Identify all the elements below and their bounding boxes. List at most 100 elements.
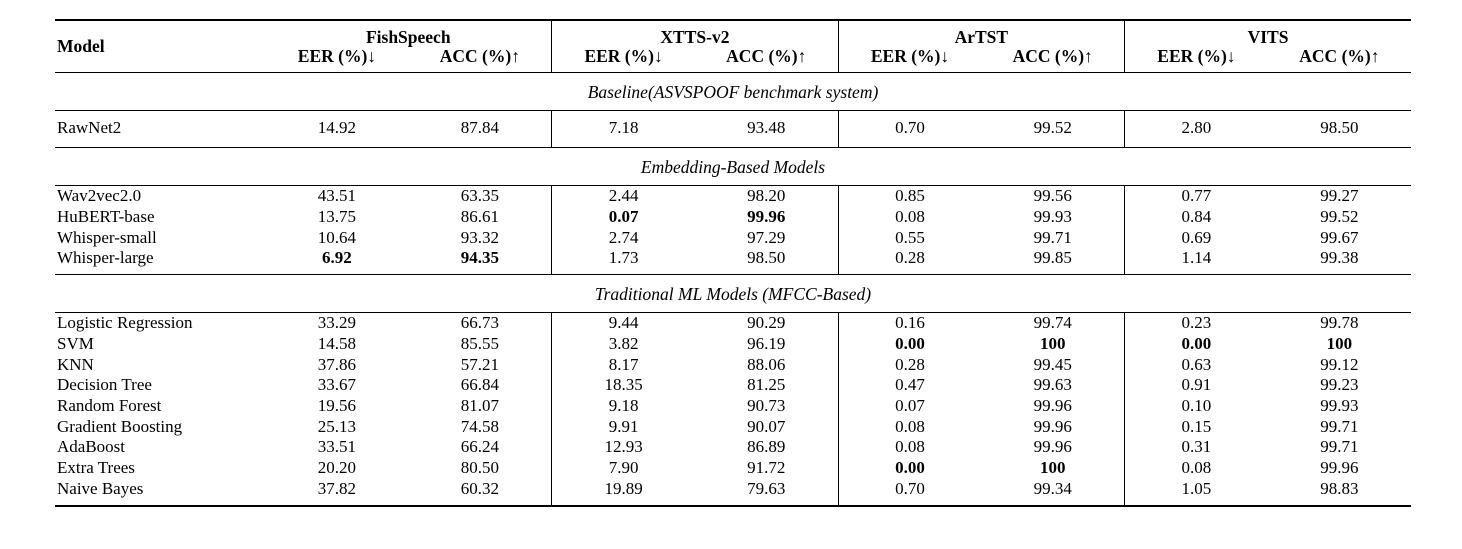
cell-artst-eer: 0.85 xyxy=(837,185,982,207)
group-header-vits: VITS xyxy=(1124,20,1411,47)
cell-xtts-eer: 19.89 xyxy=(551,478,695,506)
cell-artst-acc: 99.96 xyxy=(1033,437,1072,457)
cell-artst-eer: 0.16 xyxy=(837,312,982,334)
cell-artst-acc: 100 xyxy=(1039,333,1066,353)
cell-fishspeech-acc: 86.61 xyxy=(460,206,499,226)
cell-fishspeech-acc: 57.21 xyxy=(460,354,499,374)
cell-artst-eer: 0.70 xyxy=(837,110,982,148)
cell-xtts-acc: 99.96 xyxy=(747,206,786,226)
model-name: Whisper-small xyxy=(57,227,157,247)
cell-xtts-eer: 12.93 xyxy=(551,437,695,459)
cell-vits-acc: 99.38 xyxy=(1320,248,1359,268)
group-header-xtts-v2: XTTS-v2 xyxy=(551,20,839,47)
cell-artst-eer: 0.08 xyxy=(837,437,982,459)
cell-xtts-acc: 98.20 xyxy=(747,186,786,206)
cell-vits-eer: 0.63 xyxy=(1124,354,1268,376)
cell-xtts-eer: 9.91 xyxy=(551,416,695,438)
column-header-model: Model xyxy=(57,36,105,57)
table-row: RawNet2 14.92 87.84 7.18 93.48 0.70 99.5… xyxy=(55,110,1411,148)
cell-artst-eer: 0.55 xyxy=(837,227,982,249)
cell-fishspeech-acc: 87.84 xyxy=(460,118,499,138)
cell-xtts-eer: 18.35 xyxy=(551,375,695,396)
cell-fishspeech-acc: 66.24 xyxy=(460,437,499,457)
cell-artst-acc: 99.52 xyxy=(1033,118,1072,138)
model-name: SVM xyxy=(57,333,94,353)
cell-artst-eer: 0.07 xyxy=(837,395,982,417)
cell-fishspeech-eer: 43.51 xyxy=(317,186,357,206)
cell-fishspeech-acc: 74.58 xyxy=(460,416,499,436)
cell-vits-acc: 99.71 xyxy=(1320,416,1359,436)
cell-fishspeech-eer: 25.13 xyxy=(317,416,357,436)
cell-artst-eer: 0.28 xyxy=(837,354,982,376)
cell-xtts-eer: 1.73 xyxy=(551,248,695,275)
cell-vits-acc: 99.52 xyxy=(1320,206,1359,226)
cell-fishspeech-acc: 66.73 xyxy=(460,313,499,333)
cell-vits-eer: 0.23 xyxy=(1124,312,1268,334)
cell-fishspeech-eer: 20.20 xyxy=(317,458,357,478)
cell-xtts-acc: 91.72 xyxy=(747,458,786,478)
cell-artst-acc: 99.96 xyxy=(1033,395,1072,415)
cell-xtts-acc: 79.63 xyxy=(747,478,786,498)
group-header-artst: ArTST xyxy=(837,20,1125,47)
cell-fishspeech-acc: 80.50 xyxy=(460,458,499,478)
column-header-artst-eer: EER (%)↓ xyxy=(837,46,982,73)
cell-vits-acc: 99.93 xyxy=(1320,395,1359,415)
cell-vits-eer: 0.77 xyxy=(1124,185,1268,207)
cell-xtts-eer: 9.44 xyxy=(551,312,695,334)
cell-vits-eer: 0.08 xyxy=(1124,458,1268,479)
model-name: Naive Bayes xyxy=(57,478,144,498)
table-row: KNN 37.86 57.21 8.17 88.06 0.28 99.45 0.… xyxy=(55,354,1411,376)
cell-fishspeech-acc: 94.35 xyxy=(460,248,499,268)
cell-artst-acc: 99.96 xyxy=(1033,416,1072,436)
cell-xtts-eer: 7.90 xyxy=(551,458,695,479)
table-row: SVM 14.58 85.55 3.82 96.19 0.00 100 0.00… xyxy=(55,333,1411,355)
table-row: Whisper-small 10.64 93.32 2.74 97.29 0.5… xyxy=(55,227,1411,249)
cell-xtts-acc: 97.29 xyxy=(747,227,786,247)
cell-artst-acc: 99.93 xyxy=(1033,206,1072,226)
cell-vits-acc: 99.71 xyxy=(1320,437,1359,457)
cell-vits-acc: 98.83 xyxy=(1320,478,1359,498)
section-embedding: Embedding-Based Models Wav2vec2.0 43.51 … xyxy=(55,147,1411,275)
column-header-vits-acc: ACC (%)↑ xyxy=(1299,46,1380,67)
cell-artst-eer: 0.47 xyxy=(837,375,982,396)
cell-vits-eer: 0.10 xyxy=(1124,395,1268,417)
cell-vits-eer: 0.15 xyxy=(1124,416,1268,438)
cell-xtts-acc: 98.50 xyxy=(747,248,786,268)
cell-artst-eer: 0.08 xyxy=(837,416,982,438)
table-row: Gradient Boosting 25.13 74.58 9.91 90.07… xyxy=(55,416,1411,438)
cell-vits-acc: 99.27 xyxy=(1320,186,1359,206)
cell-fishspeech-eer: 37.86 xyxy=(317,354,357,374)
cell-vits-eer: 0.69 xyxy=(1124,227,1268,249)
table-row: Extra Trees 20.20 80.50 7.90 91.72 0.00 … xyxy=(55,458,1411,479)
section-baseline: Baseline(ASVSPOOF benchmark system) RawN… xyxy=(55,72,1411,148)
cell-fishspeech-eer: 37.82 xyxy=(317,478,357,498)
cell-fishspeech-eer: 14.58 xyxy=(317,333,357,353)
column-header-xtts-eer: EER (%)↓ xyxy=(551,46,695,73)
cell-artst-acc: 99.34 xyxy=(1033,478,1072,498)
section-title-row: Embedding-Based Models xyxy=(55,147,1411,187)
results-table: Model FishSpeech XTTS-v2 ArTST VITS EER … xyxy=(55,19,1411,507)
cell-xtts-acc: 81.25 xyxy=(747,375,786,395)
cell-artst-acc: 100 xyxy=(1039,458,1066,478)
cell-artst-eer: 0.28 xyxy=(837,248,982,275)
cell-xtts-acc: 90.07 xyxy=(747,416,786,436)
cell-vits-acc: 99.23 xyxy=(1320,375,1359,395)
cell-vits-eer: 0.00 xyxy=(1124,333,1268,355)
cell-xtts-eer: 0.07 xyxy=(551,206,695,228)
cell-artst-eer: 0.08 xyxy=(837,206,982,228)
section-title: Traditional ML Models (MFCC-Based) xyxy=(55,274,1411,314)
model-name: Extra Trees xyxy=(57,458,135,478)
section-title: Baseline(ASVSPOOF benchmark system) xyxy=(55,72,1411,112)
cell-artst-acc: 99.63 xyxy=(1033,375,1072,395)
model-name: AdaBoost xyxy=(57,437,125,457)
model-name: Random Forest xyxy=(57,395,162,415)
model-name: Wav2vec2.0 xyxy=(57,186,142,206)
cell-fishspeech-acc: 85.55 xyxy=(460,333,499,353)
column-header-artst-acc: ACC (%)↑ xyxy=(1012,46,1093,67)
cell-xtts-acc: 86.89 xyxy=(747,437,786,457)
page: Model FishSpeech XTTS-v2 ArTST VITS EER … xyxy=(55,19,1411,507)
cell-xtts-eer: 3.82 xyxy=(551,333,695,355)
cell-fishspeech-acc: 63.35 xyxy=(460,186,499,206)
cell-fishspeech-eer: 6.92 xyxy=(322,248,352,268)
cell-artst-acc: 99.85 xyxy=(1033,248,1072,268)
